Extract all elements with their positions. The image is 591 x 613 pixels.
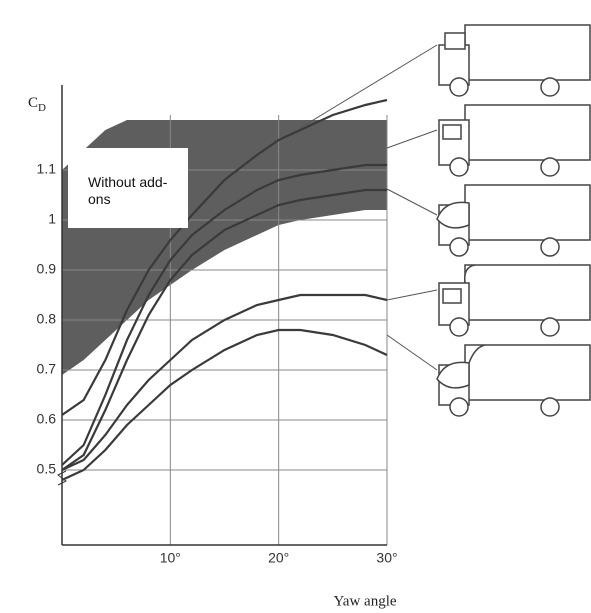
- truck: [439, 25, 590, 96]
- truck: [437, 345, 590, 416]
- annotation: Without add-ons: [68, 148, 188, 228]
- y-tick-label: 1.1: [37, 161, 57, 177]
- page: CD Yaw angle 0.5 0.6 0.7 0.8 0.9 1 1.1 10° 20° 30…: [0, 0, 591, 613]
- x-axis-label: Yaw angle: [333, 593, 396, 609]
- x-tick-label: 30°: [376, 550, 397, 566]
- y-label-sub: D: [38, 102, 46, 114]
- y-tick-label: 1: [48, 211, 56, 227]
- y-label-main: C: [28, 95, 38, 111]
- truck: [439, 265, 590, 336]
- y-tick-label: 0.7: [37, 361, 57, 377]
- truck: [437, 185, 590, 256]
- connector: [387, 290, 437, 300]
- chart: CD Yaw angle 0.5 0.6 0.7 0.8 0.9 1 1.1 10° 20° 30…: [0, 0, 591, 613]
- truck: [439, 105, 590, 176]
- y-tick-label: 0.9: [37, 261, 57, 277]
- y-axis-label: CD: [28, 95, 46, 113]
- x-tick-label: 10°: [160, 550, 181, 566]
- x-tick-label: 20°: [268, 550, 289, 566]
- y-tick-label: 0.5: [37, 461, 57, 477]
- curve: [62, 330, 387, 480]
- y-tick-label: 0.8: [37, 311, 57, 327]
- connector: [387, 130, 437, 148]
- y-tick-label: 0.6: [37, 411, 57, 427]
- connector: [387, 189, 437, 215]
- connector: [387, 335, 437, 370]
- truck-illustrations: [437, 25, 590, 416]
- connector: [300, 45, 437, 128]
